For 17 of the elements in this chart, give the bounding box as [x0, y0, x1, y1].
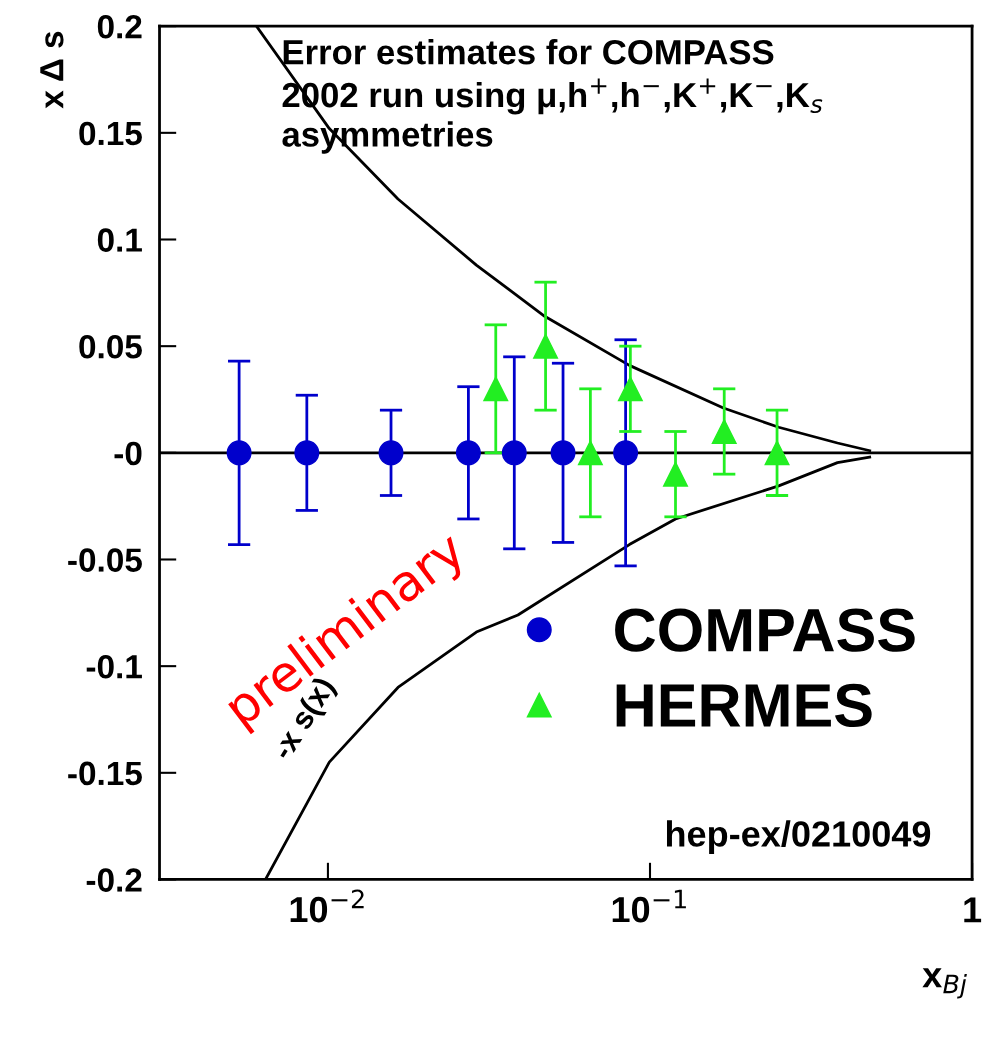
- y-axis-title: x Δ s: [40, 31, 64, 109]
- legend-label: COMPASS: [615, 608, 915, 652]
- y-tick-label: -0.2: [86, 868, 142, 892]
- y-tick-label: -0: [114, 441, 142, 466]
- y-tick-label: -0.15: [68, 761, 142, 786]
- y-tick-label: 0.05: [79, 334, 142, 359]
- y-tick-label: -0.1: [86, 654, 142, 679]
- x-tick-label: 10$^{−1}$: [612, 889, 686, 923]
- x-tick-label: 1: [964, 897, 982, 923]
- y-tick-label: 0.2: [97, 14, 142, 39]
- annotation: hep-ex/0210049: [666, 820, 931, 854]
- y-tick-label: -0.05: [68, 548, 142, 572]
- legend-label: HERMES: [616, 683, 872, 728]
- y-tick-label: 0.15: [79, 121, 142, 146]
- x-axis-title: x$_{Bj}$: [922, 968, 967, 999]
- x-tick-label: 10$^{−2}$: [290, 889, 364, 923]
- y-tick-label: 0.1: [97, 228, 142, 252]
